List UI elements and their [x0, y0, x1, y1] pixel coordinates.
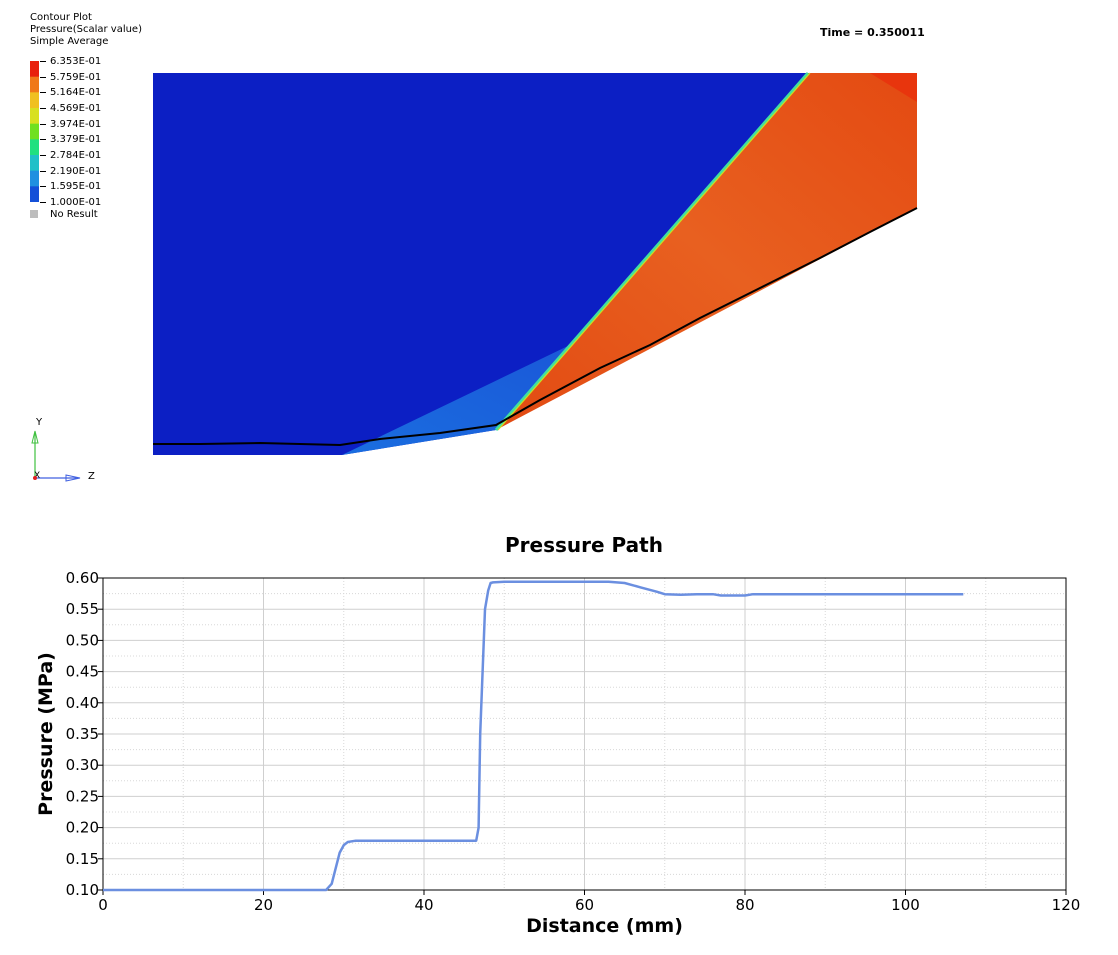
legend-tick: [40, 202, 46, 203]
y-tick-label: 0.15: [66, 850, 99, 868]
legend-no-result: No Result: [30, 209, 98, 220]
triad-z-arrow: [65, 474, 81, 482]
legend-band: [30, 76, 39, 93]
high-pressure-region: [496, 73, 917, 430]
y-tick-label: 0.60: [66, 569, 99, 587]
legend-tick: [40, 76, 46, 78]
axis-triad: Y X Z: [31, 417, 95, 482]
triad-x-label: X: [34, 471, 40, 481]
contour-legend: Contour Plot Pressure(Scalar value) Simp…: [30, 12, 142, 48]
y-tick-label: 0.35: [66, 725, 99, 743]
legend-band: [30, 170, 39, 187]
legend-tick: [40, 61, 46, 62]
legend-band: [30, 92, 39, 109]
y-tick-label: 0.50: [66, 631, 99, 649]
legend-level-label: 1.000E-01: [50, 197, 102, 208]
triad-y-arrow: [31, 430, 39, 444]
legend-title: Contour Plot: [30, 12, 92, 23]
y-tick-label: 0.45: [66, 663, 99, 681]
legend-level-label: 2.784E-01: [50, 150, 102, 161]
legend-level-label: 6.353E-01: [50, 56, 102, 67]
y-tick-label: 0.20: [66, 819, 99, 837]
x-tick-label: 20: [254, 896, 273, 914]
x-axis-label: Distance (mm): [526, 915, 683, 937]
y-axis-label: Pressure (MPa): [35, 652, 57, 816]
pressure-path-chart: 0 20 40 60 80 100 120 0.10 0.15 0.20 0.25 0.30 0.35 0…: [35, 569, 1081, 937]
triad-y-label: Y: [35, 417, 43, 428]
transition-region: [342, 345, 570, 455]
legend-subtitle: Pressure(Scalar value): [30, 24, 142, 35]
legend-tick: [40, 92, 46, 94]
x-tick-label: 60: [575, 896, 594, 914]
series-line: [103, 580, 964, 892]
legend-tick: [40, 170, 46, 172]
legend-tick: [40, 108, 46, 109]
legend-level-label: 3.974E-01: [50, 118, 102, 130]
legend-level-label: 1.595E-01: [50, 181, 102, 193]
x-tick-label: 0: [98, 896, 108, 914]
y-tick-label: 0.10: [66, 881, 99, 899]
chart-title: Pressure Path: [505, 533, 663, 557]
legend-band: [30, 139, 39, 156]
legend-band: [30, 108, 39, 125]
shock-front: [494, 72, 810, 431]
legend-band: [30, 155, 39, 172]
legend-tick: [40, 155, 46, 156]
legend-level-label: 5.759E-01: [50, 71, 102, 83]
legend-averaging: Simple Average: [30, 36, 109, 47]
peak-pressure-corner: [870, 73, 917, 102]
legend-band: [30, 186, 39, 202]
legend-ticks: [40, 61, 46, 203]
no-result-label: No Result: [50, 209, 98, 220]
legend-level-label: 2.190E-01: [50, 165, 102, 177]
time-label: Time = 0.350011: [820, 26, 925, 39]
legend-band: [30, 61, 39, 78]
contour-plot: [153, 72, 918, 455]
legend-tick: [40, 123, 46, 125]
no-result-swatch: [30, 210, 38, 218]
y-tick-label: 0.25: [66, 787, 99, 805]
legend-band: [30, 123, 39, 140]
y-tick-label: 0.55: [66, 600, 99, 618]
triad-z-label: Z: [88, 471, 95, 482]
legend-level-label: 4.569E-01: [50, 103, 102, 114]
x-tick-label: 40: [414, 896, 433, 914]
legend-level-label: 3.379E-01: [50, 134, 102, 146]
sample-path-line: [153, 207, 918, 447]
legend-level-label: 5.164E-01: [50, 87, 102, 99]
y-tick-label: 0.40: [66, 694, 99, 712]
legend-tick: [40, 186, 46, 188]
legend-color-bar: [30, 61, 39, 202]
y-tick-label: 0.30: [66, 756, 99, 774]
x-tick-label: 100: [891, 896, 920, 914]
x-tick-label: 80: [735, 896, 754, 914]
triad-x-axis: [33, 476, 37, 480]
legend-tick: [40, 139, 46, 141]
low-pressure-region: [153, 73, 808, 455]
x-tick-label: 120: [1052, 896, 1081, 914]
shock-front-edge: [497, 72, 811, 431]
